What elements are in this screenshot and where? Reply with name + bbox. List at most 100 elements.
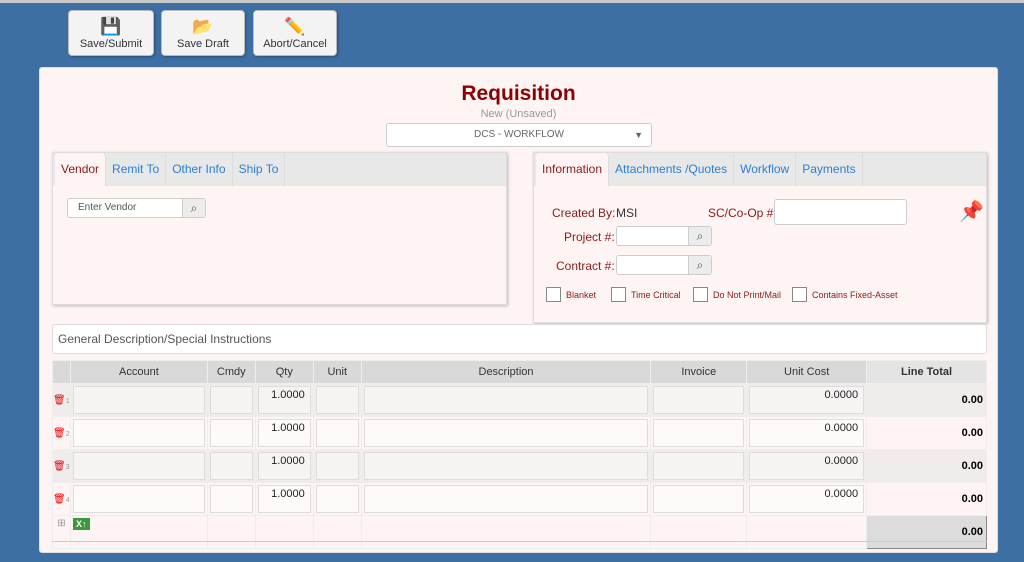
description-input[interactable] (363, 485, 649, 513)
description-input[interactable] (363, 419, 649, 447)
contract-label: Contract #: (556, 259, 615, 273)
unit-cost-input[interactable]: 0.0000 (749, 452, 865, 480)
table-row: 🗑2 1.0000 0.0000 0.00 (52, 416, 987, 450)
blanket-checkbox[interactable]: Blanket (546, 287, 596, 302)
qty-input[interactable]: 1.0000 (257, 452, 311, 480)
cmdy-input[interactable] (209, 386, 253, 414)
excel-import-icon[interactable]: X↑ (72, 518, 90, 530)
time-critical-checkbox[interactable]: Time Critical (611, 287, 681, 302)
line-number: 2 (65, 431, 70, 438)
col-cmdy: Cmdy (206, 360, 256, 384)
invoice-input[interactable] (653, 452, 745, 480)
tab-workflow[interactable]: Workflow (734, 153, 797, 186)
workflow-select-value: DCS - WORKFLOW (474, 129, 564, 140)
unit-input[interactable] (315, 386, 359, 414)
search-icon[interactable]: ⌕ (182, 199, 205, 217)
project-input[interactable]: ⌕ (616, 226, 712, 246)
cmdy-input[interactable] (209, 485, 253, 513)
requisition-form: Requisition New (Unsaved) DCS - WORKFLOW… (39, 67, 998, 553)
invoice-input[interactable] (653, 485, 745, 513)
pencil-cancel-icon: ✏️ (284, 17, 306, 36)
abort-cancel-button[interactable]: ✏️ Abort/Cancel (253, 10, 337, 56)
qty-input[interactable]: 1.0000 (257, 419, 311, 447)
unit-input[interactable] (315, 452, 359, 480)
sc-coop-input[interactable] (774, 199, 907, 225)
account-input[interactable] (72, 452, 205, 480)
unit-input[interactable] (315, 485, 359, 513)
time-critical-label: Time Critical (631, 289, 681, 300)
blanket-label: Blanket (566, 289, 597, 300)
col-line-total: Line Total (866, 360, 987, 384)
description-input[interactable] (363, 452, 649, 480)
line-total: 0.00 (866, 383, 987, 417)
fixed-asset-label: Contains Fixed-Asset (812, 289, 898, 300)
grand-total: 0.00 (866, 515, 987, 549)
line-number: 1 (65, 398, 70, 405)
top-bar (0, 0, 1024, 3)
col-description: Description (360, 360, 652, 384)
created-by-label: Created By: (552, 206, 616, 220)
account-input[interactable] (72, 419, 205, 447)
search-icon[interactable]: ⌕ (688, 227, 711, 245)
col-handle (52, 360, 71, 384)
divider (52, 541, 987, 542)
project-label: Project #: (564, 230, 615, 244)
line-total: 0.00 (866, 482, 987, 516)
line-number: 3 (65, 464, 70, 471)
status-text: New (Unsaved) (480, 108, 557, 120)
contract-input[interactable]: ⌕ (616, 255, 712, 275)
abort-cancel-label: Abort/Cancel (263, 38, 327, 50)
account-input[interactable] (72, 386, 205, 414)
unit-cost-input[interactable]: 0.0000 (749, 419, 865, 447)
table-row: 🗑3 1.0000 0.0000 0.00 (52, 449, 987, 483)
col-invoice: Invoice (650, 360, 748, 384)
workflow-select[interactable]: DCS - WORKFLOW ▼ (386, 123, 652, 147)
unit-input[interactable] (315, 419, 359, 447)
folder-check-icon: 📂 (192, 17, 214, 36)
save-draft-label: Save Draft (177, 38, 229, 50)
general-description-input[interactable]: General Description/Special Instructions (52, 324, 987, 354)
delete-line-icon[interactable]: 🗑 (53, 395, 66, 406)
qty-input[interactable]: 1.0000 (257, 386, 311, 414)
description-input[interactable] (363, 386, 649, 414)
save-submit-button[interactable]: 💾 Save/Submit (68, 10, 154, 56)
tab-ship-to[interactable]: Ship To (233, 153, 286, 186)
vendor-placeholder: Enter Vendor (78, 202, 137, 213)
tab-attachments-quotes[interactable]: Attachments /Quotes (609, 153, 735, 186)
do-not-print-label: Do Not Print/Mail (713, 289, 782, 300)
line-total: 0.00 (866, 416, 987, 450)
do-not-print-checkbox[interactable]: Do Not Print/Mail (693, 287, 781, 302)
line-number: 4 (65, 497, 70, 504)
fixed-asset-checkbox[interactable]: Contains Fixed-Asset (792, 287, 898, 302)
page-title: Requisition (461, 82, 576, 105)
tab-remit-to[interactable]: Remit To (106, 153, 167, 186)
tab-vendor[interactable]: Vendor (55, 153, 107, 186)
line-total: 0.00 (866, 449, 987, 483)
tab-payments[interactable]: Payments (796, 153, 863, 186)
col-account: Account (69, 360, 208, 384)
cmdy-input[interactable] (209, 452, 253, 480)
add-note-icon[interactable]: 📌 (959, 201, 984, 223)
unit-cost-input[interactable]: 0.0000 (749, 386, 865, 414)
account-input[interactable] (72, 485, 205, 513)
unit-cost-input[interactable]: 0.0000 (749, 485, 865, 513)
save-submit-label: Save/Submit (79, 38, 143, 50)
table-row: 🗑1 1.0000 0.0000 0.00 (52, 383, 987, 417)
cmdy-input[interactable] (209, 419, 253, 447)
qty-input[interactable]: 1.0000 (257, 485, 311, 513)
invoice-input[interactable] (653, 419, 745, 447)
save-draft-button[interactable]: 📂 Save Draft (161, 10, 245, 56)
tab-information[interactable]: Information (536, 153, 610, 186)
delete-line-icon[interactable]: 🗑 (53, 461, 66, 472)
invoice-input[interactable] (653, 386, 745, 414)
vendor-panel: Vendor Remit To Other Info Ship To Enter… (52, 152, 507, 305)
vendor-search-input[interactable]: Enter Vendor ⌕ (67, 198, 206, 218)
delete-line-icon[interactable]: 🗑 (53, 428, 66, 439)
add-line-icon[interactable]: ⊞ (52, 515, 71, 549)
chevron-down-icon: ▼ (634, 130, 643, 140)
tab-other-info[interactable]: Other Info (166, 153, 233, 186)
search-icon[interactable]: ⌕ (688, 256, 711, 274)
delete-line-icon[interactable]: 🗑 (53, 494, 66, 505)
created-by-value: MSI (616, 206, 638, 220)
information-panel: Information Attachments /Quotes Workflow… (533, 152, 987, 323)
